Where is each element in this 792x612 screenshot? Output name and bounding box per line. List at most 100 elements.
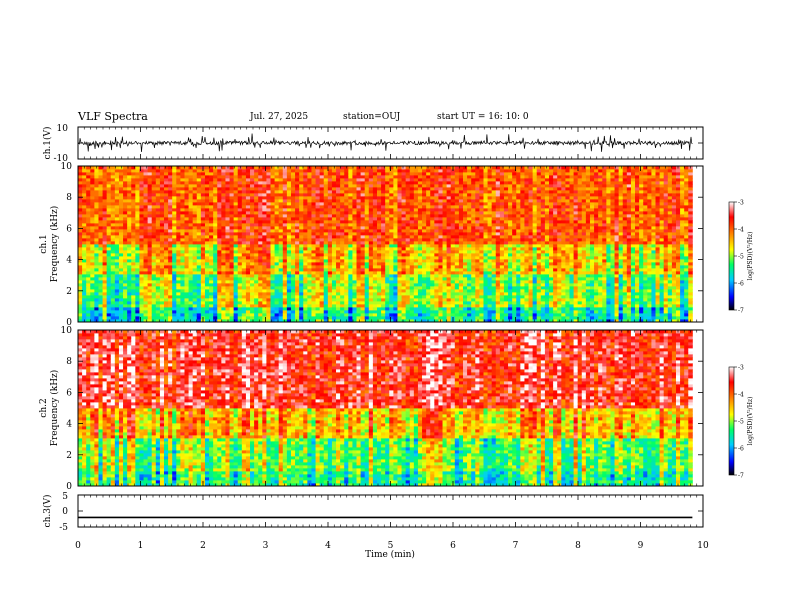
spectrogram-cell [393, 301, 398, 304]
spectrogram-cell [324, 175, 329, 178]
spectrogram-cell [352, 271, 357, 274]
spectrogram-cell [279, 238, 284, 241]
spectrogram-cell [320, 271, 325, 274]
spectrogram-cell [164, 250, 169, 253]
spectrogram-cell [156, 256, 161, 259]
spectrogram-cell [217, 223, 222, 226]
spectrogram-cell [189, 304, 194, 307]
spectrogram-cell [311, 259, 316, 262]
spectrogram-cell [303, 283, 308, 286]
spectrogram-cell [209, 181, 214, 184]
spectrogram-cell [316, 250, 321, 253]
spectrogram-cell [434, 238, 439, 241]
spectrogram-cell [168, 187, 173, 190]
spectrogram-cell [447, 229, 452, 232]
spectrogram-cell [234, 253, 239, 256]
spectrogram-cell [340, 295, 345, 298]
spectrogram-cell [299, 184, 304, 187]
spectrogram-cell [123, 253, 128, 256]
spectrogram-cell [291, 295, 296, 298]
spectrogram-cell [275, 271, 280, 274]
spectrogram-cell [189, 274, 194, 277]
spectrogram-cell [184, 175, 189, 178]
spectrogram-cell [250, 268, 255, 271]
spectrogram-cell [320, 289, 325, 292]
spectrogram-cell [451, 232, 456, 235]
spectrogram-cell [127, 250, 131, 253]
spectrogram-cell [94, 226, 99, 229]
spectrogram-cell [426, 211, 431, 214]
spectrogram-cell [164, 265, 169, 268]
spectrogram-cell [393, 178, 398, 181]
spectrogram-cell [98, 202, 103, 205]
spectrogram-cell [205, 175, 210, 178]
spectrogram-cell [119, 253, 124, 256]
spectrogram-cell [418, 187, 423, 190]
spectrogram-cell [414, 250, 419, 253]
spectrogram-cell [352, 214, 357, 217]
spectrogram-cell [201, 310, 206, 313]
spectrogram-cell [197, 190, 202, 193]
spectrogram-cell [234, 280, 239, 283]
spectrogram-cell [336, 307, 341, 310]
spectrogram-cell [303, 301, 308, 304]
spectrogram-cell [365, 259, 370, 262]
spectrogram-cell [262, 262, 267, 265]
spectrogram-cell [205, 250, 210, 253]
spectrogram-cell [238, 316, 243, 319]
spectrogram-cell [258, 265, 263, 268]
spectrogram-cell [369, 184, 374, 187]
spectrogram-cell [262, 310, 267, 313]
spectrogram-cell [172, 307, 177, 310]
spectrogram-cell [115, 214, 120, 217]
spectrogram-cell [135, 298, 140, 301]
spectrogram-cell [299, 202, 304, 205]
spectrogram-cell [426, 232, 431, 235]
spectrogram-cell [271, 271, 276, 274]
spectrogram-cell [340, 214, 345, 217]
spectrogram-cell [311, 217, 316, 220]
spectrogram-cell [311, 223, 316, 226]
spectrogram-cell [369, 217, 374, 220]
spectrogram-cell [111, 190, 116, 193]
spectrogram-cell [291, 208, 296, 211]
spectrogram-cell [225, 289, 230, 292]
spectrogram-cell [410, 229, 415, 232]
spectrogram-cell [316, 271, 321, 274]
spectrogram-cell [144, 280, 149, 283]
spectrogram-cell [418, 283, 423, 286]
spectrogram-cell [377, 214, 382, 217]
spectrogram-cell [434, 253, 439, 256]
spectrogram-cell [381, 280, 386, 283]
spectrogram-cell [238, 292, 243, 295]
spectrogram-cell [90, 196, 95, 199]
spectrogram-cell [291, 190, 296, 193]
spectrogram-cell [262, 316, 267, 319]
spectrogram-cell [168, 298, 173, 301]
spectrogram-cell [209, 175, 214, 178]
spectrogram-cell [119, 316, 124, 319]
spectrogram-cell [328, 199, 333, 202]
spectrogram-cell [123, 268, 128, 271]
spectrogram-cell [361, 262, 366, 265]
spectrogram-cell [201, 271, 206, 274]
spectrogram-cell [279, 268, 284, 271]
spectrogram-cell [217, 172, 222, 175]
spectrogram-cell [402, 223, 407, 226]
spectrogram-cell [357, 241, 362, 244]
spectrogram-cell [213, 223, 218, 226]
spectrogram-cell [127, 232, 131, 235]
spectrogram-cell [344, 211, 349, 214]
spectrogram-cell [230, 271, 235, 274]
spectrogram-cell [225, 202, 230, 205]
spectrogram-cell [340, 187, 345, 190]
spectrogram-cell [217, 205, 222, 208]
spectrogram-cell [201, 247, 206, 250]
spectrogram-cell [144, 295, 149, 298]
spectrogram-cell [332, 259, 337, 262]
spectrogram-cell [201, 313, 206, 316]
spectrogram-cell [361, 310, 366, 313]
spectrogram-cell [180, 313, 185, 316]
spectrogram-cell [209, 280, 214, 283]
spectrogram-cell [422, 262, 427, 265]
